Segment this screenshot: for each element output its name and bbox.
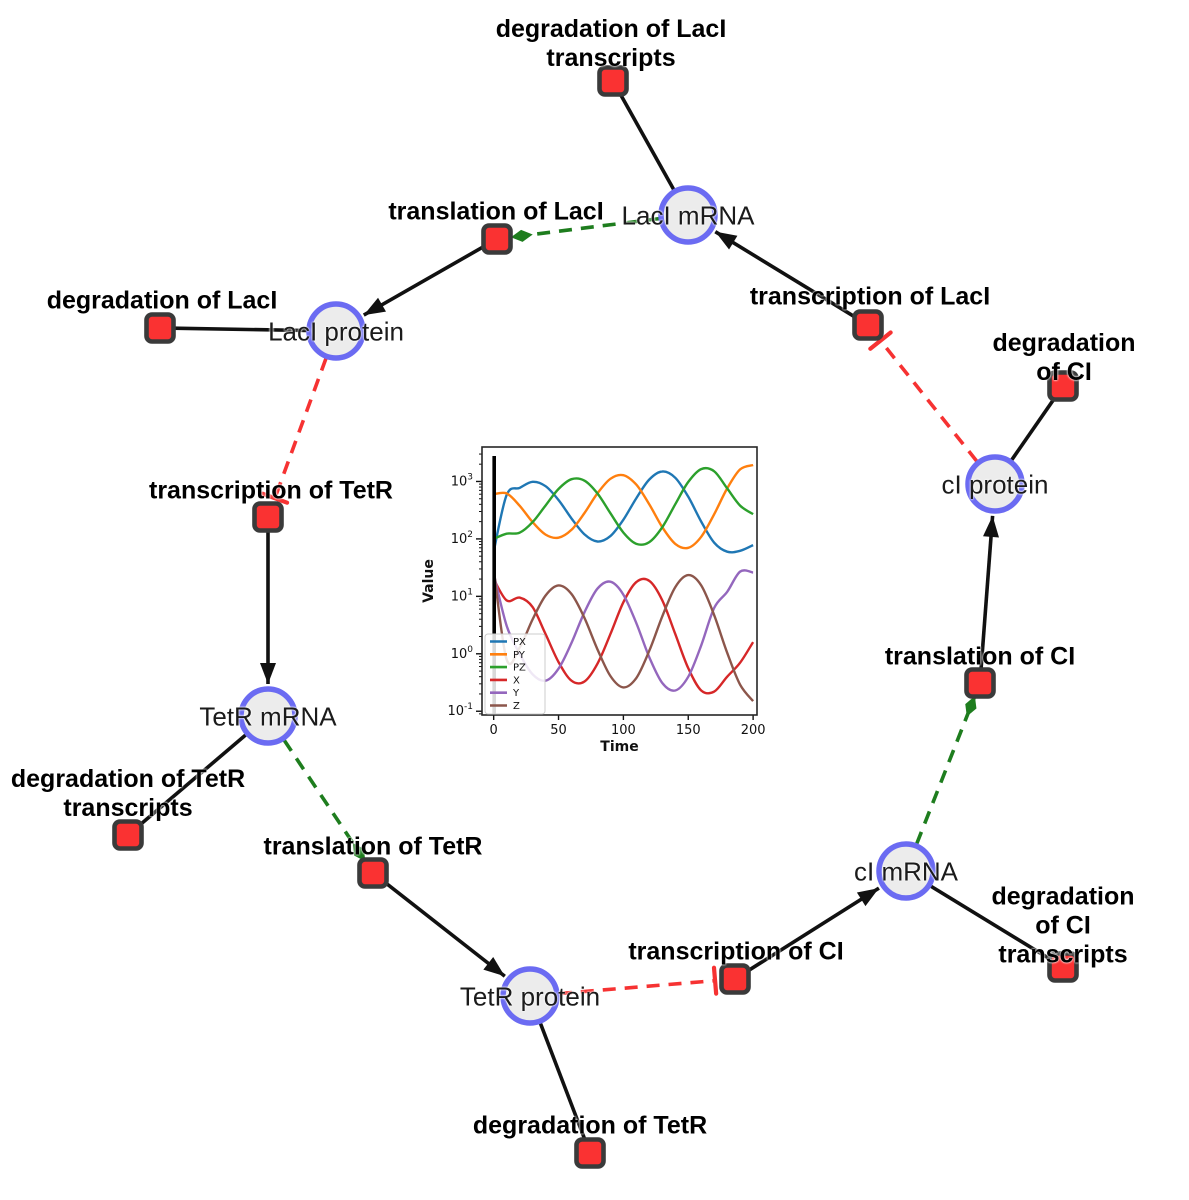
chart-series-PY-line	[493, 463, 754, 550]
x-tick-label: 0	[490, 723, 498, 738]
reaction-node-degradation-of-laci[interactable]	[144, 312, 176, 344]
reaction-node-degradation-of-ci[interactable]	[1047, 370, 1079, 402]
edge-inhibition-ci-protein-to-transcription-of-laci	[868, 330, 979, 463]
edge-inhibition-laci-protein-to-transcription-of-tetr	[260, 357, 328, 505]
edge-production-translation-of-tetr-to-tetr-protein	[382, 879, 506, 978]
chart-series-PX-line	[492, 470, 754, 554]
x-tick-label: 50	[550, 723, 567, 738]
chart-series-PZ-line	[493, 466, 754, 546]
edge-consumption-laci-mrna-to-degradation-of-laci-transcripts	[617, 91, 676, 191]
legend-entry-PX: PX	[513, 637, 526, 648]
x-tick-label: 150	[676, 723, 701, 738]
species-node-tetr-mrna[interactable]	[238, 686, 298, 746]
edge-modifier-tetr-mrna-to-translation-of-tetr	[282, 739, 367, 863]
legend-entry-PY: PY	[513, 650, 526, 661]
reaction-node-transcription-of-laci[interactable]	[852, 309, 884, 341]
y-tick-label: 102	[451, 530, 473, 547]
edge-production-translation-of-ci-to-ci-protein	[979, 515, 999, 671]
reaction-node-transcription-of-tetr[interactable]	[252, 501, 284, 533]
species-node-laci-protein[interactable]	[306, 301, 366, 361]
x-tick-label: 100	[611, 723, 636, 738]
legend-entry-Z: Z	[513, 701, 520, 712]
edge-production-transcription-of-laci-to-laci-mrna	[714, 230, 858, 320]
y-tick-label: 100	[451, 645, 474, 662]
reaction-node-degradation-of-tetr[interactable]	[574, 1137, 606, 1169]
chart-y-axis-label: Value	[421, 559, 437, 603]
y-tick-label: 10-1	[447, 702, 473, 719]
edge-consumption-laci-protein-to-degradation-of-laci	[172, 326, 308, 333]
species-node-ci-protein[interactable]	[965, 454, 1025, 514]
timecourse-inset-chart: 103 102 101 100 10-1 0 50 100 150 200 Time Value PX P…	[420, 430, 770, 760]
reaction-node-degradation-of-laci-transcripts[interactable]	[597, 65, 629, 97]
y-tick-label: 101	[451, 587, 473, 604]
reaction-node-translation-of-tetr[interactable]	[357, 857, 389, 889]
reaction-node-translation-of-ci[interactable]	[964, 667, 996, 699]
chart-x-axis-label: Time	[600, 739, 638, 755]
edge-consumption-ci-mrna-to-degradation-of-ci-transcripts	[929, 884, 1053, 962]
reaction-node-degradation-of-tetr-transcripts[interactable]	[112, 819, 144, 851]
edge-modifier-laci-mrna-to-translation-of-laci	[510, 216, 660, 242]
edge-production-translation-of-laci-to-laci-protein	[362, 243, 487, 317]
reaction-node-translation-of-laci[interactable]	[481, 223, 513, 255]
edge-inhibition-tetr-protein-to-transcription-of-ci	[558, 965, 719, 996]
y-tick-label: 103	[451, 472, 473, 489]
chart-series-Z-line	[492, 568, 755, 702]
legend-entry-X: X	[513, 675, 520, 686]
species-node-laci-mrna[interactable]	[658, 185, 718, 245]
edge-consumption-ci-protein-to-degradation-of-ci	[1010, 395, 1058, 462]
species-node-ci-mrna[interactable]	[876, 841, 936, 901]
reaction-node-degradation-of-ci-transcripts[interactable]	[1047, 951, 1079, 983]
reaction-node-transcription-of-ci[interactable]	[719, 963, 751, 995]
legend-entry-PZ: PZ	[513, 663, 526, 674]
edge-modifier-ci-mrna-to-translation-of-ci	[914, 695, 977, 845]
edge-consumption-tetr-mrna-to-degradation-of-tetr-transcripts	[136, 733, 248, 828]
species-node-tetr-protein[interactable]	[500, 966, 560, 1026]
edge-consumption-tetr-protein-to-degradation-of-tetr	[538, 1022, 588, 1142]
legend-entry-Y: Y	[512, 688, 520, 699]
x-tick-label: 200	[741, 723, 766, 738]
edge-production-transcription-of-ci-to-ci-mrna	[745, 886, 880, 974]
